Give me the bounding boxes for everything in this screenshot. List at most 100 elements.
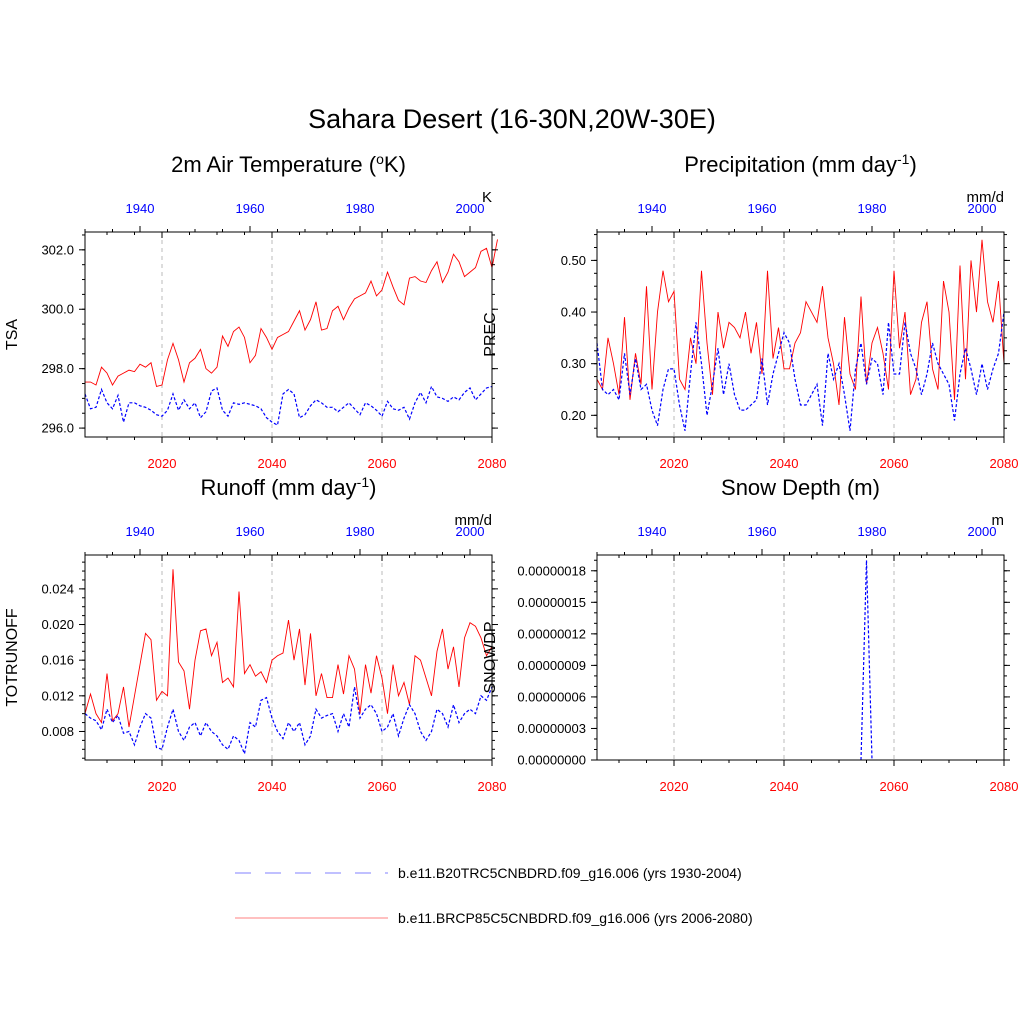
top-tick-label-2000: 2000 <box>456 201 485 216</box>
bottom-tick-label-2020: 2020 <box>660 456 689 471</box>
top-tick-label-1960: 1960 <box>748 201 777 216</box>
plot-frame-snowdp <box>596 554 1005 761</box>
bottom-tick-label-2040: 2040 <box>258 779 287 794</box>
ytick-label: 0.40 <box>561 305 586 320</box>
ytick-label: 0.024 <box>41 581 74 596</box>
top-tick-label-1980: 1980 <box>858 201 887 216</box>
ylabel-snowdp: SNOWDP <box>482 622 499 694</box>
units-label-prec: mm/d <box>967 189 1005 206</box>
top-tick-label-1940: 1940 <box>638 201 667 216</box>
top-tick-label-1980: 1980 <box>346 524 375 539</box>
bottom-tick-label-2060: 2060 <box>880 456 909 471</box>
ytick-label: 0.30 <box>561 356 586 371</box>
ytick-label: 0.20 <box>561 408 586 423</box>
legend-item-historical: b.e11.B20TRC5CNBDRD.f09_g16.006 (yrs 193… <box>235 865 742 881</box>
series-historical-tsa <box>84 384 493 427</box>
clip-mask-bottom <box>595 437 1006 450</box>
panel-title-totrunoff: Runoff (mm day-1) <box>201 474 377 500</box>
top-tick-label-1960: 1960 <box>236 201 265 216</box>
legend-label-future: b.e11.BRCP85C5CNBDRD.f09_g16.006 (yrs 20… <box>398 910 753 926</box>
units-label-snowdp: m <box>992 512 1005 529</box>
top-tick-label-1960: 1960 <box>748 524 777 539</box>
ytick-label: 0.50 <box>561 253 586 268</box>
clip-mask-bottom <box>83 760 494 773</box>
legend-item-future: b.e11.BRCP85C5CNBDRD.f09_g16.006 (yrs 20… <box>235 910 753 926</box>
panel-title-tail: K) <box>384 152 406 177</box>
panel-title-tsa: 2m Air Temperature (oK) <box>171 151 406 177</box>
panel-title-superscript: o <box>376 151 384 167</box>
panel-title-text: 2m Air Temperature ( <box>171 152 377 177</box>
legend: b.e11.B20TRC5CNBDRD.f09_g16.006 (yrs 193… <box>235 865 753 926</box>
ylabel-tsa: TSA <box>4 319 21 350</box>
ytick-label: 0.00000018 <box>517 563 586 578</box>
figure-title: Sahara Desert (16-30N,20W-30E) <box>308 104 716 134</box>
ytick-label: 0.012 <box>41 688 74 703</box>
top-tick-label-2000: 2000 <box>968 524 997 539</box>
ytick-label: 0.00000000 <box>517 753 586 768</box>
top-tick-label-1940: 1940 <box>126 524 155 539</box>
panel-prec: Precipitation (mm day-1) mm/d PREC 2020 2040… <box>482 151 1018 471</box>
legend-label-historical: b.e11.B20TRC5CNBDRD.f09_g16.006 (yrs 193… <box>398 865 742 881</box>
units-label-totrunoff: mm/d <box>455 512 493 529</box>
panel-title-text: Precipitation (mm day <box>684 152 897 177</box>
panel-title-superscript: -1 <box>357 474 370 490</box>
top-tick-label-1940: 1940 <box>126 201 155 216</box>
ytick-label: 0.016 <box>41 653 74 668</box>
units-label-tsa: K <box>482 189 492 206</box>
series-historical-snowdp <box>860 560 873 761</box>
bottom-tick-label-2040: 2040 <box>770 456 799 471</box>
bottom-tick-label-2080: 2080 <box>478 456 507 471</box>
top-tick-label-2000: 2000 <box>968 201 997 216</box>
ytick-label: 302.0 <box>41 242 74 257</box>
series-future-totrunoff <box>84 569 493 728</box>
panel-title-superscript: -1 <box>897 151 910 167</box>
series-future-tsa <box>85 239 498 388</box>
ytick-label: 0.008 <box>41 724 74 739</box>
bottom-tick-label-2020: 2020 <box>148 779 177 794</box>
panel-title-tail: ) <box>369 475 376 500</box>
bottom-tick-label-2080: 2080 <box>478 779 507 794</box>
top-tick-label-1980: 1980 <box>346 201 375 216</box>
ytick-label: 0.00000009 <box>517 658 586 673</box>
panel-totrunoff: Runoff (mm day-1) mm/d TOTRUNOFF 2020 2040 20… <box>4 474 506 794</box>
plot-frame-tsa <box>84 231 493 438</box>
ytick-label: 0.00000015 <box>517 595 586 610</box>
series-future-prec <box>596 239 1005 406</box>
plot-frame-totrunoff <box>84 554 493 761</box>
bottom-tick-label-2040: 2040 <box>258 456 287 471</box>
top-tick-label-1940: 1940 <box>638 524 667 539</box>
top-tick-label-1960: 1960 <box>236 524 265 539</box>
clip-mask-bottom <box>595 760 1006 773</box>
bottom-tick-label-2020: 2020 <box>148 456 177 471</box>
top-tick-label-1980: 1980 <box>858 524 887 539</box>
panel-title-tail: ) <box>909 152 916 177</box>
bottom-tick-label-2060: 2060 <box>368 779 397 794</box>
bottom-tick-label-2060: 2060 <box>368 456 397 471</box>
bottom-tick-label-2060: 2060 <box>880 779 909 794</box>
panels: 2m Air Temperature (oK) K TSA 2020 2040 2060 2… <box>4 151 1018 794</box>
clip-mask-bottom <box>83 437 494 450</box>
panel-snowdp: Snow Depth (m) m SNOWDP 2020 2040 2060 2080 194… <box>482 475 1018 794</box>
bottom-tick-label-2020: 2020 <box>660 779 689 794</box>
panel-title-prec: Precipitation (mm day-1) <box>684 151 917 177</box>
top-tick-label-2000: 2000 <box>456 524 485 539</box>
ytick-label: 0.00000003 <box>517 721 586 736</box>
ytick-label: 0.00000006 <box>517 689 586 704</box>
panel-title-snowdp: Snow Depth (m) <box>721 475 880 500</box>
ytick-label: 0.00000012 <box>517 626 586 641</box>
ytick-label: 296.0 <box>41 421 74 436</box>
ylabel-prec: PREC <box>482 312 499 356</box>
plot-frame-prec <box>596 231 1005 438</box>
bottom-tick-label-2040: 2040 <box>770 779 799 794</box>
bottom-tick-label-2080: 2080 <box>990 456 1019 471</box>
panel-tsa: 2m Air Temperature (oK) K TSA 2020 2040 2060 2… <box>4 151 506 471</box>
series-historical-totrunoff <box>84 686 493 756</box>
ytick-label: 300.0 <box>41 302 74 317</box>
panel-title-text: Runoff (mm day <box>201 475 357 500</box>
panel-title-text: Snow Depth (m) <box>721 475 880 500</box>
ytick-label: 298.0 <box>41 361 74 376</box>
bottom-tick-label-2080: 2080 <box>990 779 1019 794</box>
ytick-label: 0.020 <box>41 617 74 632</box>
